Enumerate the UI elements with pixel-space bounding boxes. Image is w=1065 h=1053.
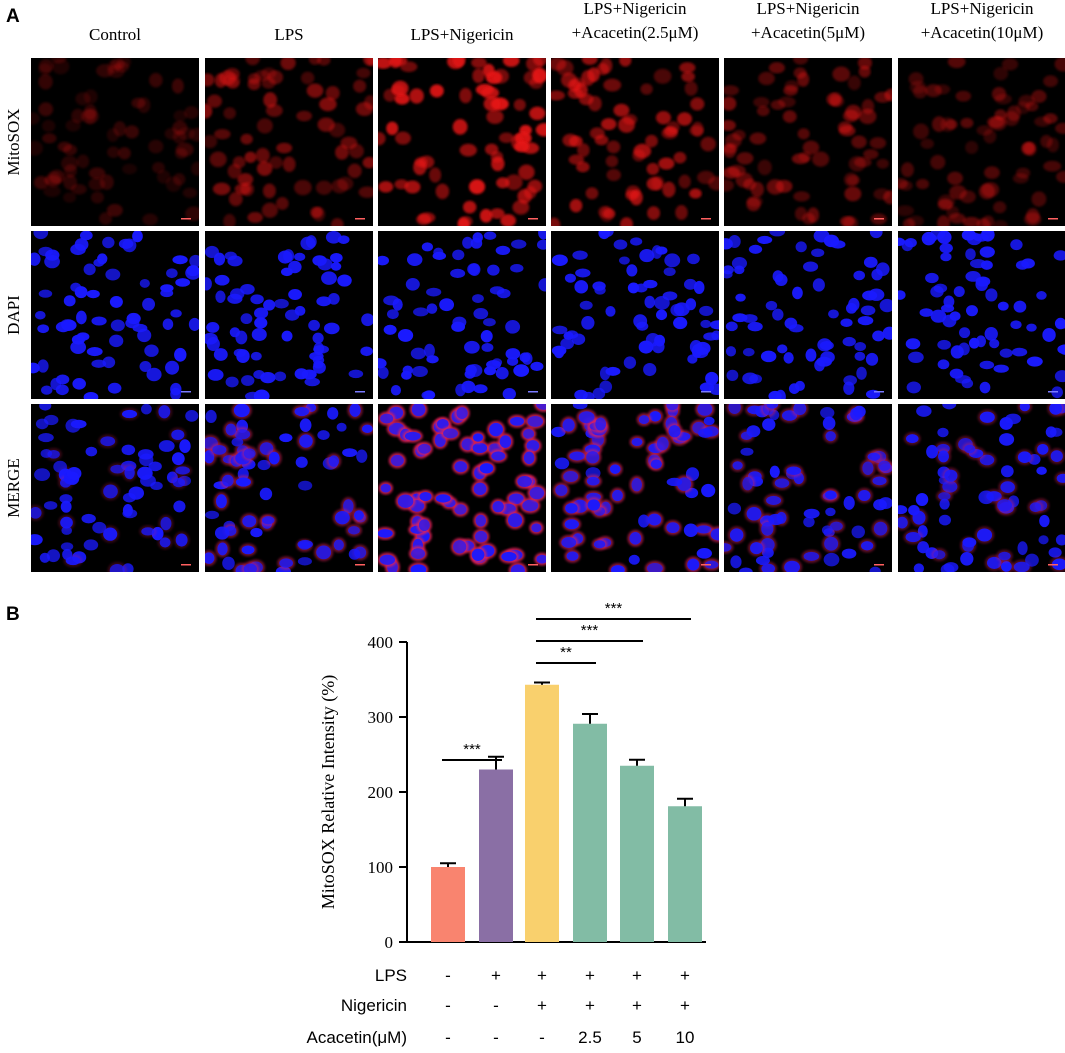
micrograph-dapi [898, 231, 1065, 399]
panel-a-letter: A [6, 6, 20, 27]
row-labels: MitoSOX DAPI MERGE [4, 108, 23, 517]
micrograph-mitosox [724, 58, 892, 226]
y-tick-label: 400 [368, 633, 394, 652]
bar [431, 867, 465, 942]
micrograph-merge [205, 404, 373, 572]
column-label: +Acacetin(5μM) [751, 23, 865, 42]
treatment-value: + [585, 966, 595, 985]
treatment-value: + [680, 996, 690, 1015]
treatment-label: LPS [375, 966, 407, 985]
column-label: +Acacetin(2.5μM) [572, 23, 699, 42]
treatment-value: 2.5 [578, 1028, 602, 1047]
y-tick-label: 0 [385, 933, 394, 952]
treatment-value: + [585, 996, 595, 1015]
treatment-value: + [537, 966, 547, 985]
micrograph-mitosox [378, 58, 546, 226]
bar-chart: 0 100 200 300 400 MitoSOX Relative Intensity … [307, 600, 706, 1047]
bar [573, 723, 607, 942]
treatment-value: + [491, 966, 501, 985]
row-label: MERGE [4, 458, 23, 518]
y-axis-label: MitoSOX Relative Intensity (%) [318, 675, 339, 909]
treatment-label: Acacetin(μM) [307, 1028, 407, 1047]
micrograph-merge [898, 404, 1065, 572]
treatment-value: - [493, 996, 499, 1015]
micrograph-dapi [551, 231, 719, 399]
treatment-value: - [445, 1028, 451, 1047]
row-label: DAPI [4, 295, 23, 335]
micrograph-merge [551, 404, 719, 572]
column-labels: Control LPS LPS+Nigericin LPS+Nigericin +Aca… [89, 0, 1043, 44]
treatment-value: + [537, 996, 547, 1015]
treatment-value: - [493, 1028, 499, 1047]
column-label: +Acacetin(10μM) [921, 23, 1044, 42]
treatment-value: - [539, 1028, 545, 1047]
row-label: MitoSOX [4, 108, 23, 175]
y-tick-label: 300 [368, 708, 394, 727]
y-tick-label: 200 [368, 783, 394, 802]
y-tick-label: 100 [368, 858, 394, 877]
treatment-value: - [445, 996, 451, 1015]
column-label: LPS+Nigericin [930, 0, 1034, 18]
significance-label: *** [463, 741, 481, 758]
bar [479, 769, 513, 942]
column-label: LPS+Nigericin [583, 0, 687, 18]
micrograph-merge [378, 404, 546, 572]
column-label: LPS+Nigericin [756, 0, 860, 18]
micrograph-dapi [205, 231, 373, 399]
significance-label: *** [581, 622, 599, 639]
micrograph-mitosox [551, 58, 719, 226]
significance-label: ** [560, 644, 572, 661]
column-label: LPS [274, 25, 303, 44]
micrograph-mitosox [898, 58, 1065, 226]
column-label: Control [89, 25, 141, 44]
micrograph-mitosox [31, 58, 199, 226]
treatment-value: + [632, 966, 642, 985]
treatment-label: Nigericin [341, 996, 407, 1015]
treatment-value: + [680, 966, 690, 985]
micrograph-dapi [31, 231, 199, 399]
treatment-value: + [632, 996, 642, 1015]
micrograph-dapi [378, 231, 546, 399]
micrograph-merge [724, 404, 892, 572]
micrograph-dapi [724, 231, 892, 399]
micrograph-grid [31, 58, 1065, 572]
micrograph-mitosox [205, 58, 373, 226]
treatment-value: 10 [676, 1028, 695, 1047]
panel-b-letter: B [6, 604, 20, 625]
column-label: LPS+Nigericin [410, 25, 514, 44]
bar [620, 765, 654, 942]
treatment-value: - [445, 966, 451, 985]
bar [525, 684, 559, 942]
bar [668, 806, 702, 942]
significance-label: *** [605, 600, 623, 617]
micrograph-merge [31, 404, 199, 572]
treatment-value: 5 [632, 1028, 641, 1047]
